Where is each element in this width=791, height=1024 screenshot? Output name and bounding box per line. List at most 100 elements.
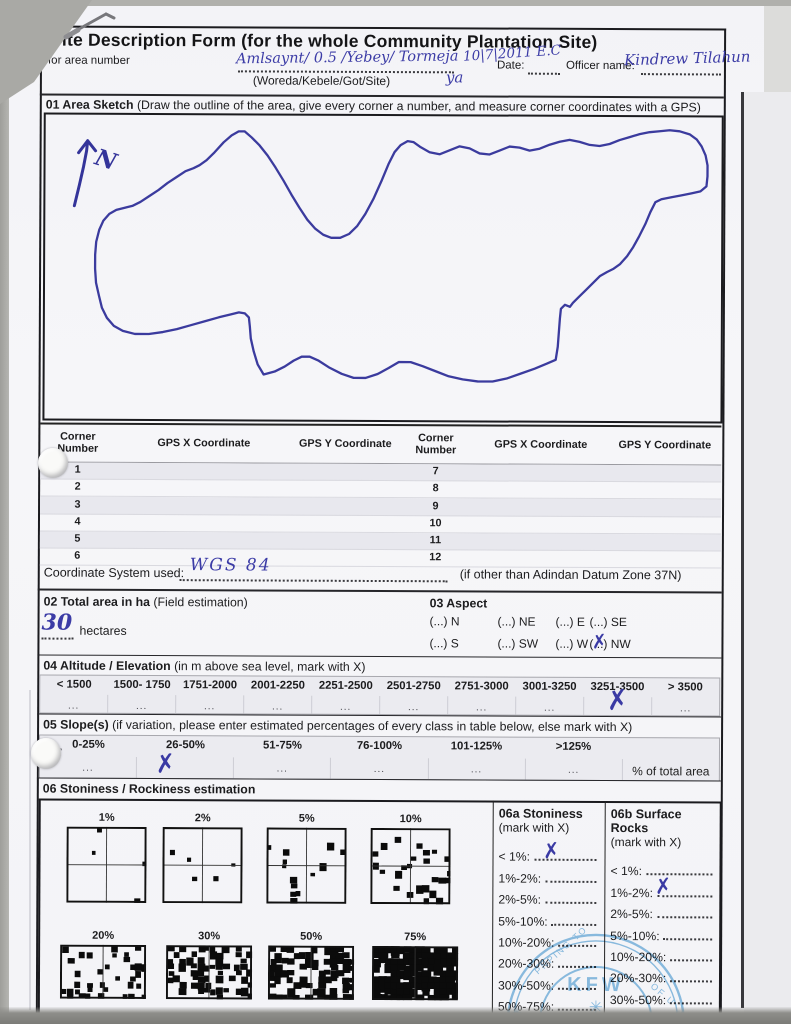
section04-heading-text: 04 Altitude / Elevation xyxy=(43,658,171,674)
corner-table-cell xyxy=(473,473,608,474)
corner-table-header: Corner Number GPS X Coordinate GPS Y Coord… xyxy=(40,424,722,466)
corner-table-cell xyxy=(115,505,292,506)
corner-table-header-cell: GPS Y Coordinate xyxy=(298,437,392,450)
stoniness-item-dots xyxy=(534,858,597,862)
section01-heading: 01 Area Sketch (Draw the outline of the … xyxy=(46,98,701,115)
coordinate-system-label: Coordinate System used: xyxy=(43,565,185,581)
stoniness-item-label: < 1%: xyxy=(610,864,643,879)
corner-table-cell: 6 xyxy=(74,549,81,562)
aspect-option-s: (...) S xyxy=(429,636,459,651)
stoniness-b-subtitle: (mark with X) xyxy=(610,835,682,850)
corner-table-cell xyxy=(473,524,608,525)
stoniness-item: < 1%: ✗ xyxy=(498,838,598,865)
altitude-range-header: 2001-2250 xyxy=(250,679,305,692)
aspect-options: (...) N (...) NE (...) E (...) SE (...) S (..… xyxy=(429,614,715,659)
corner-table-cell: 8 xyxy=(432,482,439,495)
scanner-edge-bottom xyxy=(0,1007,791,1024)
section05-heading: 05 Slope(s) (if variation, please enter … xyxy=(43,718,632,735)
altitude-table: < 1500 1500- 1750 1751-2000 2001-2250 2251-2… xyxy=(39,674,721,717)
altitude-value-cell: ... xyxy=(107,694,176,714)
slope-range-header xyxy=(622,738,719,759)
pattern-label: 1% xyxy=(98,811,115,824)
stoniness-item: 2%-5%: xyxy=(498,885,598,907)
altitude-value-cell: ... xyxy=(515,696,584,715)
stoniness-item-label: 1%-2%: xyxy=(610,885,654,900)
aspect-option-ne: (...) NE xyxy=(497,614,536,629)
stamp-center-text: KFW xyxy=(567,974,625,996)
slope-table: 0-25% 26-50% 51-75% 76-100% 101-125% >125%...… xyxy=(38,734,721,782)
section04-heading: 04 Altitude / Elevation (in m above sea … xyxy=(43,659,365,674)
slope-value-cell: ... xyxy=(427,758,525,780)
location-handwriting-extra: ya xyxy=(445,68,464,87)
stoniness-item-label: 1%-2%: xyxy=(498,871,542,886)
coordinate-system-note: (if other than Adindan Datum Zone 37N) xyxy=(459,567,682,583)
pattern-label: 2% xyxy=(194,812,211,825)
section02-heading-note: (Field estimation) xyxy=(153,595,248,610)
area-number-label: for area number xyxy=(47,54,130,67)
section05-heading-note: (if variation, please enter estimated pe… xyxy=(112,717,633,735)
altitude-value-cell: ✗ xyxy=(583,683,652,717)
corner-table-cell xyxy=(473,558,608,559)
sketch-outline-path xyxy=(93,129,709,383)
altitude-value-cell: ... xyxy=(175,694,244,714)
stoniness-patterns: 1% 2% 5% 10% 20% 30% 50% 75% xyxy=(0,0,791,1001)
altitude-range-header: > 3500 xyxy=(667,681,703,694)
total-area-dots xyxy=(41,626,74,640)
stoniness-item-dots xyxy=(657,893,713,898)
hole-punch xyxy=(38,448,68,478)
stoniness-item-dots xyxy=(545,879,597,883)
location-caption: (Woreda/Kebele/Got/Site) xyxy=(252,73,391,89)
aspect-option-n: (...) N xyxy=(429,614,460,629)
altitude-range-header: 1500- 1750 xyxy=(113,678,171,692)
stoniness-item-label: < 1%: xyxy=(498,849,531,865)
aspect-option-nw: (...) NW ✗ xyxy=(589,630,631,654)
altitude-value-cell: ... xyxy=(67,700,80,712)
slope-value-cell: ... xyxy=(233,757,331,779)
area-sketch-drawing: N xyxy=(72,129,709,383)
section01-heading-note: (Draw the outline of the area, give ever… xyxy=(136,97,701,115)
altitude-range-header: 3001-3250 xyxy=(522,680,577,693)
corner-table-cell: 11 xyxy=(429,534,442,547)
altitude-range-header: 2751-3000 xyxy=(454,680,509,693)
section02-heading-text: 02 Total area in ha xyxy=(43,594,151,610)
stoniness-b-title: 06b Surface Rocks xyxy=(610,807,682,836)
corner-table-cell: 4 xyxy=(74,515,81,528)
pattern-swatch-30% xyxy=(165,945,253,1000)
aspect-option-w: (...) W xyxy=(555,636,589,651)
slope-range-header: >125% xyxy=(555,740,592,753)
underlying-page-edge xyxy=(744,92,791,1024)
stoniness-item: 1%-2%: ✗ xyxy=(610,874,714,900)
altitude-range-header: 1751-2000 xyxy=(182,679,238,692)
corner-table-cell xyxy=(115,488,292,489)
altitude-value-cell: ... xyxy=(651,696,720,716)
aspect-option-sw: (...) SW xyxy=(497,636,539,651)
slope-range-header: 51-75% xyxy=(262,739,303,752)
corner-table-cell xyxy=(473,507,608,508)
north-arrow-icon xyxy=(72,139,98,208)
slope-value-cell: ... xyxy=(524,758,622,781)
pattern-swatch-20% xyxy=(59,944,147,999)
corner-table-cell: 10 xyxy=(429,516,442,529)
pattern-swatch-1% xyxy=(66,826,147,903)
altitude-range-header: 2501-2750 xyxy=(386,680,441,693)
pattern-label: 20% xyxy=(92,929,115,942)
stoniness-item: 1%-2%: xyxy=(498,864,598,886)
scanner-edge-left xyxy=(0,0,9,1024)
page-edge-shadow xyxy=(741,92,744,1008)
corner-table-cell: 3 xyxy=(74,498,81,511)
corner-table-cell: 9 xyxy=(432,499,439,512)
section01-heading-number: 01 Area Sketch xyxy=(45,97,134,112)
pattern-label: 5% xyxy=(298,812,315,825)
pattern-swatch-50% xyxy=(267,945,355,1000)
pattern-swatch-10% xyxy=(370,827,451,905)
section05-heading-text: 05 Slope(s) xyxy=(43,717,109,732)
paper-crease xyxy=(29,690,31,1010)
corner-table-cell xyxy=(115,540,292,541)
corner-table-header-cell: GPS X Coordinate xyxy=(494,438,588,451)
slope-range-header: 26-50% xyxy=(165,739,206,752)
altitude-value-cell: ... xyxy=(311,695,380,715)
pattern-swatch-75% xyxy=(371,945,459,1001)
aspect-x-mark: ✗ xyxy=(590,630,609,654)
section02-heading: 02 Total area in ha (Field estimation) xyxy=(44,595,248,610)
